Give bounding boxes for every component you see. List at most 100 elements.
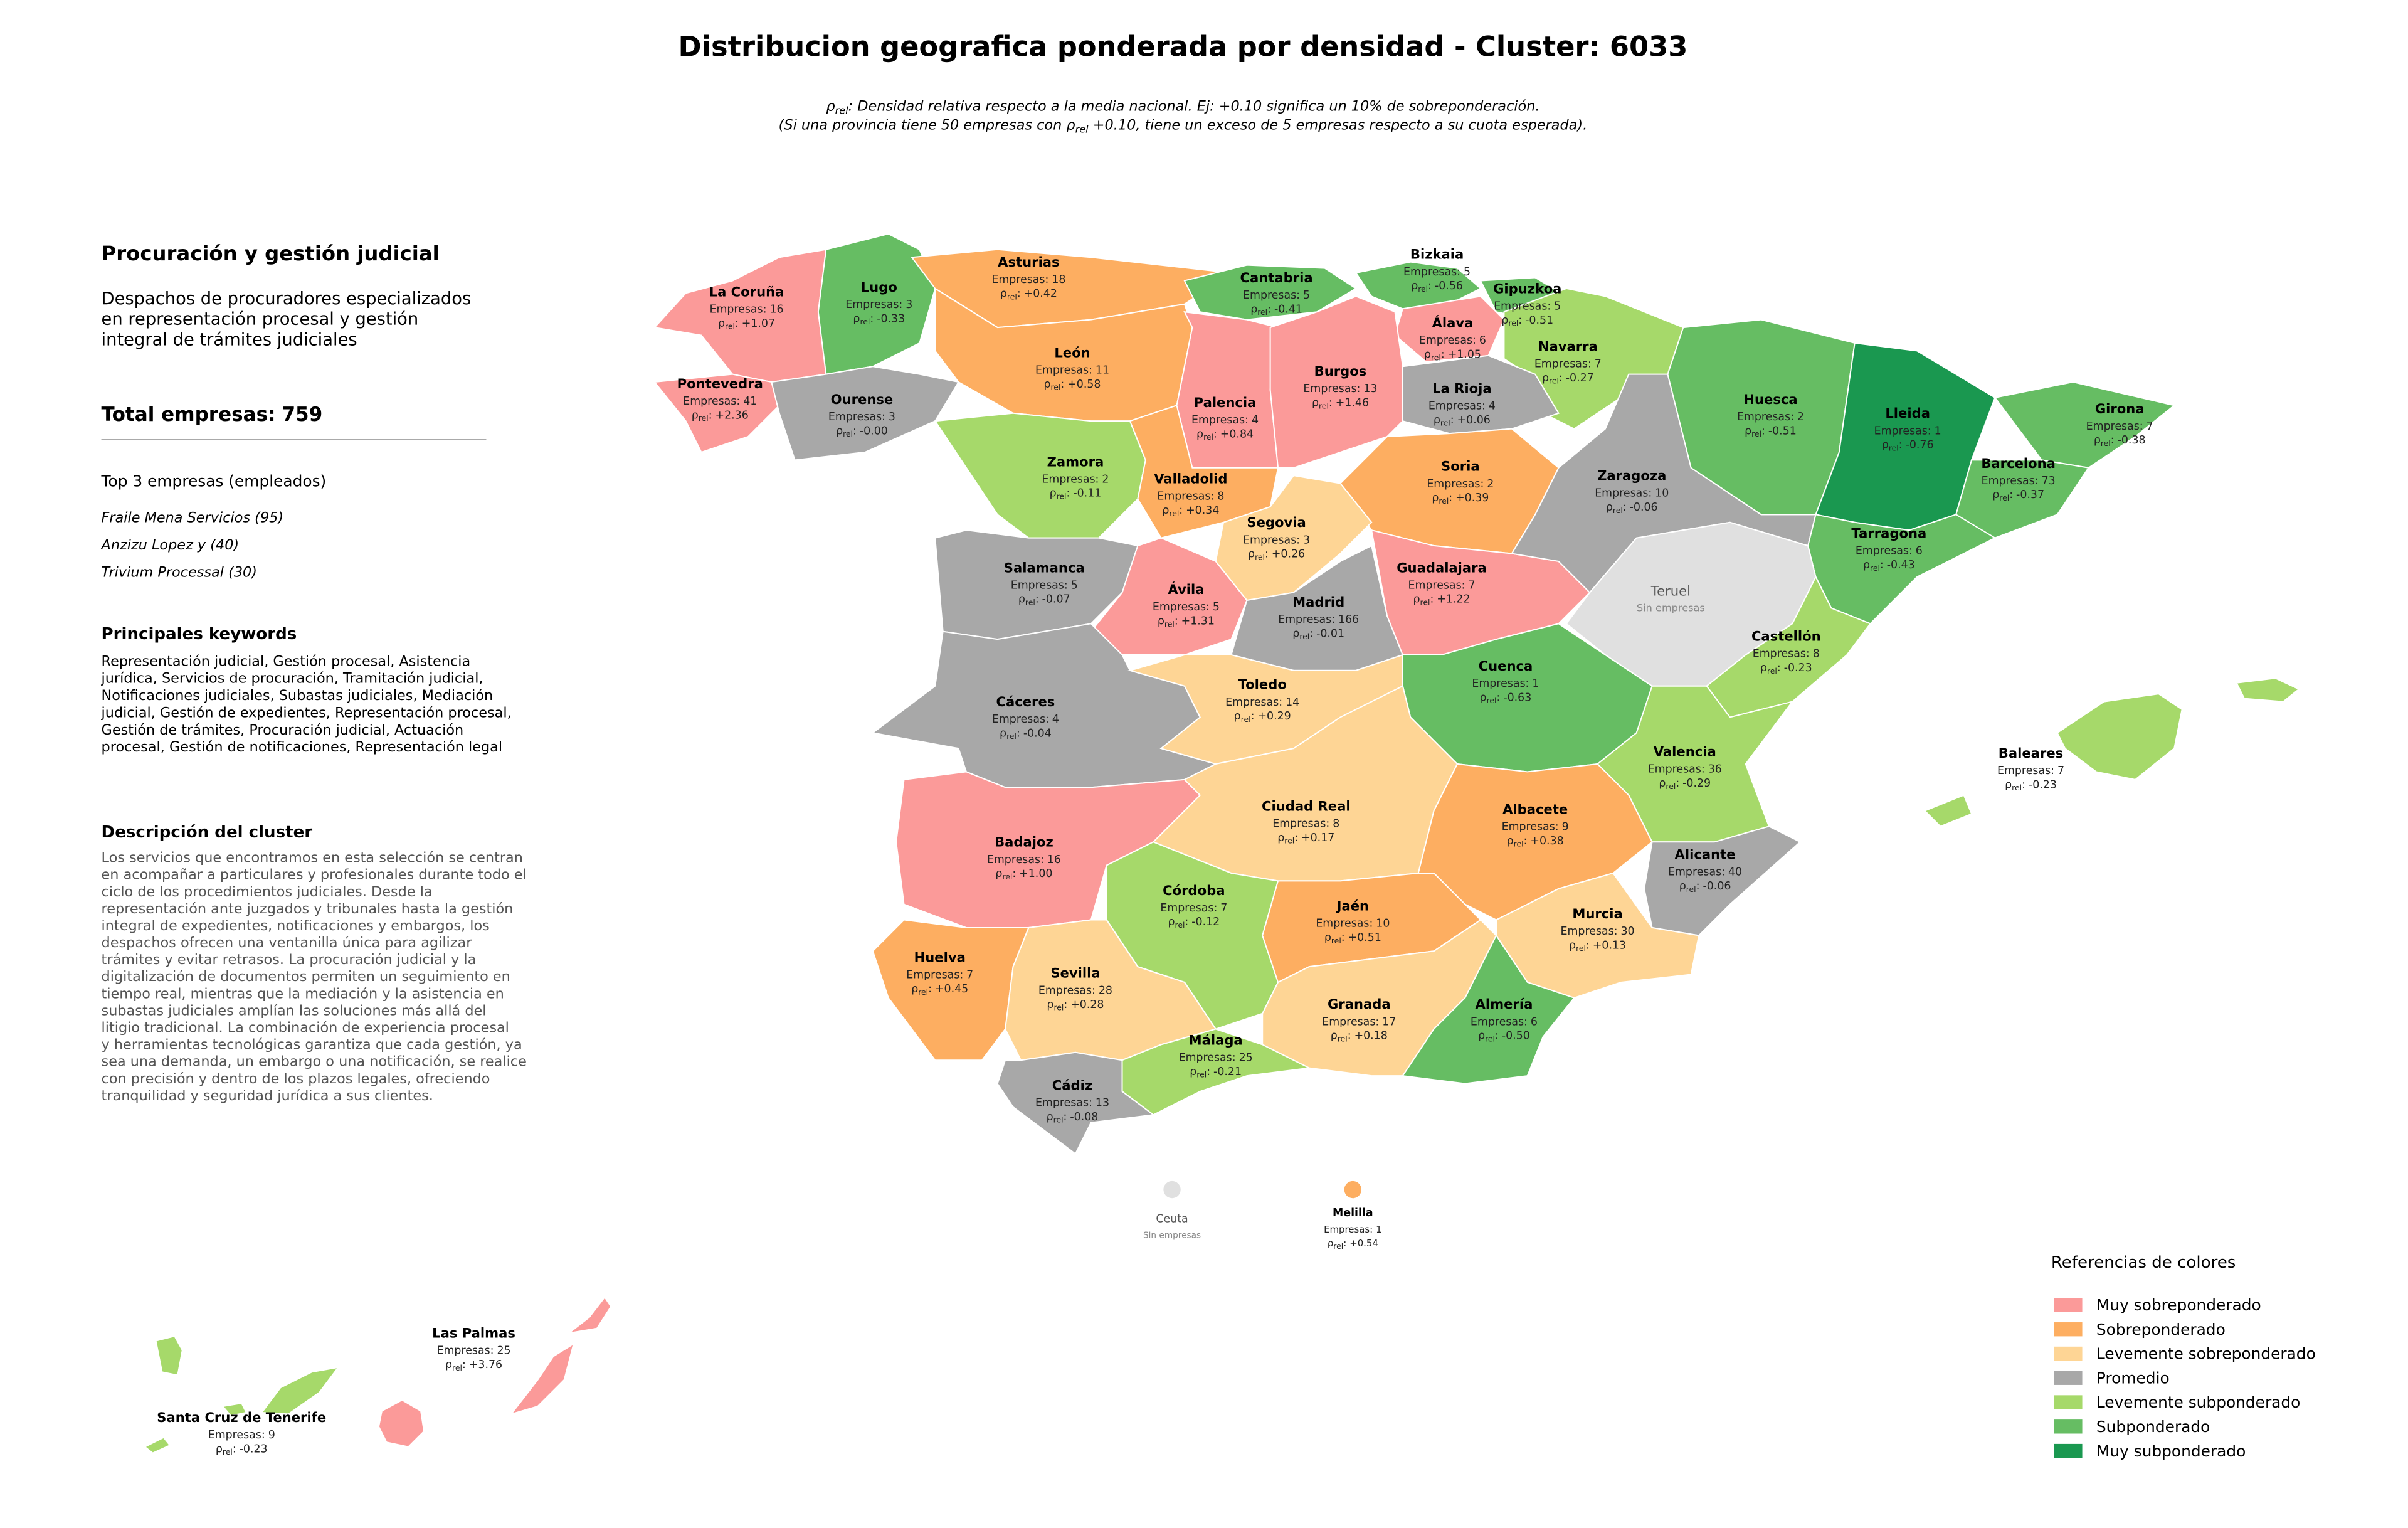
rho-symbol: ρ [718, 317, 725, 330]
rho-suffix: : [1880, 559, 1884, 571]
rho-sub: rel [452, 1363, 462, 1372]
rho-sub: rel [843, 429, 853, 438]
province-name: Castellón [1751, 629, 1821, 644]
empresas-prefix: Empresas: [1278, 613, 1335, 626]
rho-sub: rel [1175, 920, 1185, 930]
legend-title: Referencias de colores [2051, 1253, 2236, 1272]
rho-suffix: : [1012, 867, 1016, 880]
province-shape [996, 1051, 1155, 1155]
rho-symbol: ρ [1679, 880, 1686, 893]
province-shape [1269, 295, 1403, 469]
empresas-label: Empresas: 11 [1035, 364, 1109, 376]
empresas-prefix: Empresas: [1668, 866, 1725, 879]
sidebar-description: en representación procesal y gestión [102, 310, 419, 329]
rho-symbol: ρ [1569, 940, 1576, 952]
province-shape [653, 373, 780, 454]
rho-value: +0.54 [1349, 1238, 1378, 1249]
province-name: Murcia [1572, 906, 1622, 921]
rho-label: ρrel: +0.34 [1162, 504, 1219, 518]
sidebar-description: Despachos de procuradores especializados [102, 289, 472, 309]
rho-value: -0.56 [1435, 280, 1463, 292]
province-name: Teruel [1650, 583, 1691, 599]
cluster-text: litigio tradicional. La combinación de e… [102, 1019, 509, 1036]
rho-label: ρrel: -0.41 [1250, 303, 1302, 317]
keywords-text: Gestión de trámites, Procuración judicia… [102, 722, 464, 738]
empresas-label: Empresas: 166 [1278, 613, 1359, 626]
empresas-value: 9 [268, 1429, 275, 1441]
province-name: Lleida [1885, 405, 1930, 421]
province-name: Santa Cruz de Tenerife [157, 1409, 326, 1425]
empresas-value: 30 [1621, 925, 1635, 938]
rho-sub: rel [860, 317, 870, 326]
rho-label: ρrel: -0.23 [2005, 779, 2057, 793]
rho-sub: rel [1420, 597, 1430, 607]
province-shape [934, 412, 1146, 539]
rho-suffix: : [1450, 414, 1454, 427]
empresas-label: Empresas: 3 [845, 299, 912, 311]
empresas-value: 4 [1052, 713, 1059, 726]
province-name: Córdoba [1163, 883, 1225, 898]
rho-sub: rel [1255, 552, 1265, 561]
empresas-prefix: Empresas: [1471, 1016, 1528, 1028]
empresas-value: 13 [1096, 1097, 1109, 1110]
empresas-value: 25 [1239, 1051, 1253, 1064]
rho-label: ρrel: +1.22 [1413, 593, 1471, 607]
rho-suffix: : [1035, 593, 1039, 606]
empresas-value: 7 [1595, 358, 1602, 370]
rho-symbol: ρ [1248, 548, 1255, 561]
empresas-prefix: Empresas: [709, 303, 766, 316]
empresas-prefix: Empresas: [1427, 478, 1484, 491]
keywords-text: Notificaciones judiciales, Subastas judi… [102, 687, 494, 704]
empresas-prefix: Empresas: [1856, 545, 1913, 558]
empresas-prefix: Empresas: [1648, 763, 1705, 776]
rho-suffix: : [2022, 779, 2025, 792]
rho-label: ρrel: -0.38 [2094, 434, 2146, 448]
empresas-label: Empresas: 40 [1668, 866, 1742, 879]
province-name: Guadalajara [1397, 560, 1487, 575]
cluster-text: y herramientas tecnológicas garantiza qu… [102, 1037, 522, 1053]
rho-symbol: ρ [1250, 303, 1257, 316]
empresas-value: 13 [1363, 383, 1377, 395]
rho-value: -0.38 [2118, 434, 2146, 447]
rho-label: ρrel: +0.54 [1328, 1238, 1378, 1251]
empresas-label: Empresas: 1 [1324, 1224, 1382, 1235]
empresas-label: Empresas: 3 [1243, 534, 1310, 546]
province-name: Salamanca [1004, 560, 1085, 575]
rho-label: ρrel: -0.56 [1411, 280, 1463, 294]
rho-symbol: ρ [1324, 931, 1331, 944]
rho-sub: rel [1870, 563, 1880, 573]
empresas-label: Empresas: 4 [992, 713, 1059, 726]
rho-suffix: : [1524, 835, 1528, 847]
empresas-prefix: Empresas: [683, 395, 740, 408]
empresas-value: 25 [497, 1345, 511, 1357]
empresas-value: 2 [1102, 473, 1109, 485]
rho-symbol: ρ [1328, 1238, 1333, 1249]
province-name: Cuenca [1479, 658, 1533, 674]
rho-symbol: ρ [826, 98, 835, 115]
rho-suffix: : [1175, 615, 1178, 628]
empresas-prefix: Empresas: [1157, 491, 1214, 503]
rho-sub: rel [1002, 872, 1012, 881]
top-company: Anzizu Lopez y (40) [100, 537, 240, 553]
title: Distribucion geografica ponderada por de… [679, 30, 1688, 63]
rho-suffix: : [1207, 1066, 1210, 1078]
rho-sub: rel [1999, 493, 2009, 502]
cluster-text: con precisión y dentro de los plazos leg… [102, 1071, 490, 1087]
rho-sub: rel [1485, 1034, 1495, 1043]
rho-sub: rel [1025, 597, 1035, 607]
province-name: Madrid [1292, 594, 1344, 610]
empresas-value: 166 [1338, 613, 1359, 626]
rho-symbol: ρ [1168, 916, 1175, 928]
rho-suffix: : [2009, 489, 2013, 501]
rho-sub: rel [1203, 432, 1213, 442]
empresas-prefix: Empresas: [1561, 925, 1618, 938]
rho-symbol: ρ [1992, 489, 1999, 501]
rho-suffix: : [709, 409, 712, 422]
rho-suffix: : [1067, 487, 1070, 500]
empresas-label: Empresas: 1 [1472, 677, 1539, 690]
rho-value: -0.33 [877, 312, 905, 325]
legend-swatch [2054, 1346, 2083, 1361]
subtitle-text: : Densidad relativa respecto a la media … [848, 98, 1540, 115]
rho-value: -0.27 [1566, 372, 1594, 385]
rho-label: ρrel: +1.46 [1312, 397, 1369, 411]
